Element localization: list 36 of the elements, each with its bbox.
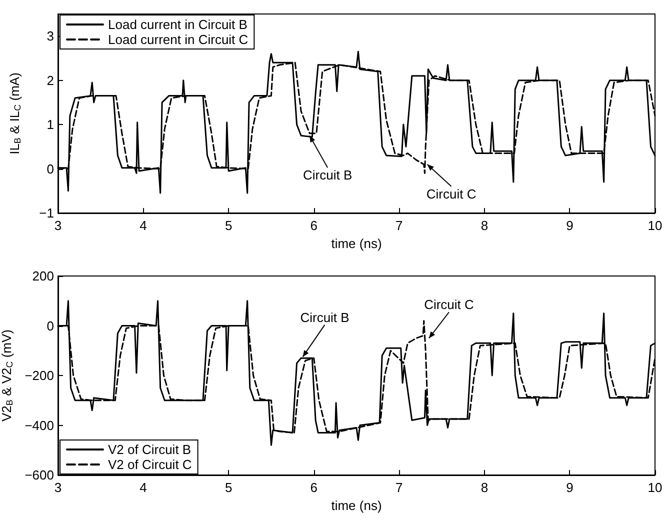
y-tick-label: 1 — [46, 117, 54, 132]
y-axis-title: ILB & ILC (mA) — [7, 72, 22, 154]
y-tick-label: 2 — [46, 72, 54, 88]
y-tick-label: 0 — [46, 318, 54, 334]
x-tick-label: 5 — [224, 480, 232, 495]
y-tick-label: −200 — [24, 368, 54, 383]
annotation: Circuit C — [424, 297, 474, 312]
legend-label: Load current in Circuit C — [108, 32, 248, 47]
x-tick-label: 4 — [140, 480, 147, 495]
x-axis-title: time (ns) — [331, 236, 382, 251]
x-tick-label: 9 — [566, 218, 574, 233]
x-tick-label: 9 — [566, 480, 574, 495]
y-axis-title: V2B & V2C (mV) — [0, 330, 14, 422]
x-tick-label: 8 — [480, 218, 488, 233]
x-axis-title: time (ns) — [331, 498, 382, 513]
annotation: Circuit C — [426, 186, 476, 202]
y-tick-label: 3 — [46, 28, 54, 44]
legend-label: V2 of Circuit B — [108, 442, 192, 457]
x-tick-label: 6 — [310, 218, 318, 233]
y-tick-label: 0 — [46, 161, 54, 176]
y-tick-label: 200 — [32, 268, 54, 284]
annotation: Circuit B — [303, 168, 352, 183]
x-tick-label: 5 — [224, 218, 232, 233]
x-tick-label: 6 — [310, 480, 318, 495]
annotation: Circuit B — [300, 310, 350, 325]
x-tick-label: 7 — [396, 218, 403, 233]
y-tick-label: −400 — [24, 418, 54, 433]
legend-label: V2 of Circuit C — [108, 457, 192, 472]
x-tick-label: 10 — [648, 218, 662, 233]
x-tick-label: 8 — [480, 480, 488, 495]
x-tick-label: 4 — [140, 218, 147, 233]
x-tick-label: 7 — [396, 480, 403, 495]
y-tick-label: −600 — [24, 468, 54, 482]
legend-label: Load current in Circuit B — [108, 17, 248, 32]
x-tick-label: 10 — [648, 480, 662, 495]
y-tick-label: −1 — [39, 206, 54, 220]
